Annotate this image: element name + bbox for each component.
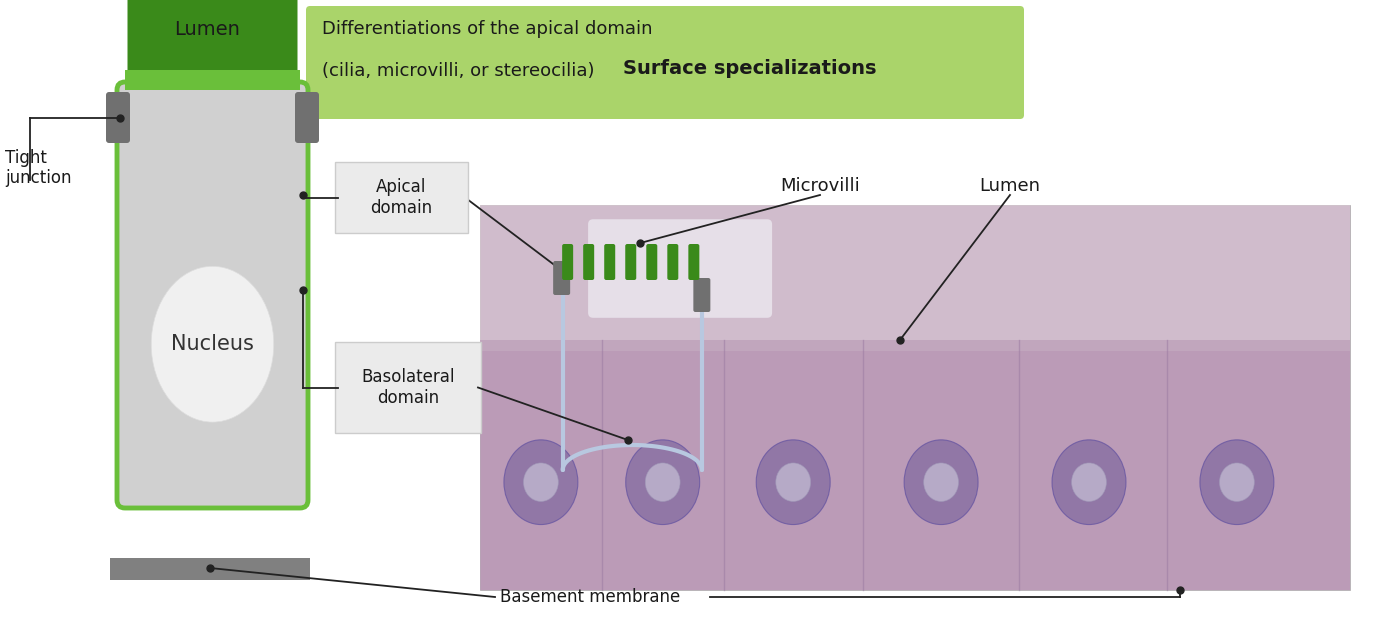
Ellipse shape <box>1219 463 1255 502</box>
Bar <box>480 205 1350 351</box>
FancyBboxPatch shape <box>106 92 129 143</box>
FancyBboxPatch shape <box>245 0 264 85</box>
Ellipse shape <box>151 266 274 422</box>
FancyBboxPatch shape <box>212 0 230 85</box>
Bar <box>480 339 1350 590</box>
FancyBboxPatch shape <box>228 0 248 85</box>
Ellipse shape <box>1053 440 1126 525</box>
Text: (cilia, microvilli, or stereocilia): (cilia, microvilli, or stereocilia) <box>322 62 594 80</box>
Bar <box>480 205 1350 590</box>
Ellipse shape <box>776 463 810 502</box>
FancyBboxPatch shape <box>604 244 615 280</box>
Ellipse shape <box>923 463 959 502</box>
Text: Microvilli: Microvilli <box>780 177 860 195</box>
FancyBboxPatch shape <box>128 0 146 85</box>
FancyBboxPatch shape <box>194 0 213 85</box>
FancyBboxPatch shape <box>305 6 1024 119</box>
FancyBboxPatch shape <box>588 219 772 318</box>
Ellipse shape <box>1072 463 1106 502</box>
FancyBboxPatch shape <box>334 342 482 433</box>
Text: Nucleus: Nucleus <box>171 334 255 354</box>
Ellipse shape <box>1200 440 1274 525</box>
FancyBboxPatch shape <box>334 162 468 233</box>
FancyBboxPatch shape <box>694 278 710 312</box>
Text: Tight
junction: Tight junction <box>6 149 72 187</box>
Text: Surface specializations: Surface specializations <box>623 59 877 77</box>
Ellipse shape <box>904 440 978 525</box>
FancyBboxPatch shape <box>117 82 308 508</box>
Ellipse shape <box>504 440 578 525</box>
Text: Lumen: Lumen <box>980 177 1040 195</box>
FancyBboxPatch shape <box>261 0 281 85</box>
FancyBboxPatch shape <box>667 244 678 280</box>
FancyBboxPatch shape <box>161 0 180 85</box>
Bar <box>125 70 300 90</box>
Ellipse shape <box>757 440 830 525</box>
Text: Apical
domain: Apical domain <box>370 178 432 217</box>
FancyBboxPatch shape <box>625 244 636 280</box>
FancyBboxPatch shape <box>178 0 197 85</box>
FancyBboxPatch shape <box>563 244 574 280</box>
FancyBboxPatch shape <box>583 244 594 280</box>
Ellipse shape <box>645 463 680 502</box>
FancyBboxPatch shape <box>294 92 319 143</box>
Text: Basement membrane: Basement membrane <box>499 588 680 606</box>
Bar <box>110 558 310 580</box>
FancyBboxPatch shape <box>553 261 570 295</box>
FancyBboxPatch shape <box>278 0 297 85</box>
Text: Lumen: Lumen <box>175 20 241 39</box>
Text: Differentiations of the apical domain: Differentiations of the apical domain <box>322 20 652 38</box>
Ellipse shape <box>626 440 699 525</box>
FancyBboxPatch shape <box>647 244 658 280</box>
Ellipse shape <box>523 463 559 502</box>
FancyBboxPatch shape <box>688 244 699 280</box>
Text: Basolateral
domain: Basolateral domain <box>362 368 454 407</box>
FancyBboxPatch shape <box>144 0 164 85</box>
